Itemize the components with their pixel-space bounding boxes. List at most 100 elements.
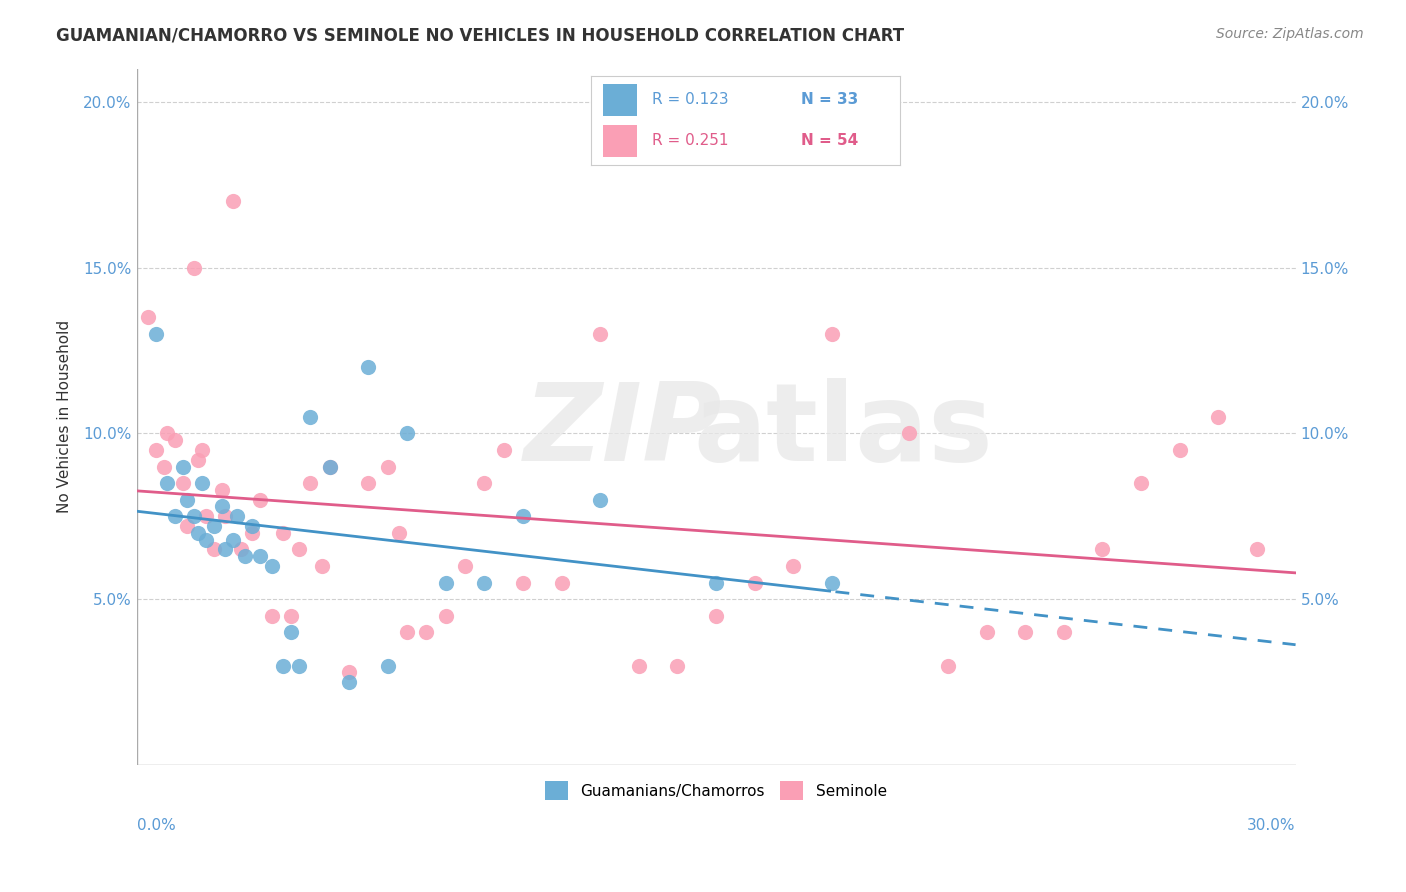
Point <box>187 525 209 540</box>
Point <box>318 459 340 474</box>
Point <box>936 658 959 673</box>
Point <box>666 658 689 673</box>
Point <box>472 575 495 590</box>
Point <box>311 559 333 574</box>
Point <box>172 459 194 474</box>
Point <box>454 559 477 574</box>
Point <box>187 453 209 467</box>
Point <box>226 509 249 524</box>
Point <box>472 476 495 491</box>
Point <box>395 426 418 441</box>
Point <box>550 575 572 590</box>
Point <box>1208 409 1230 424</box>
Text: GUAMANIAN/CHAMORRO VS SEMINOLE NO VEHICLES IN HOUSEHOLD CORRELATION CHART: GUAMANIAN/CHAMORRO VS SEMINOLE NO VEHICL… <box>56 27 904 45</box>
Text: Source: ZipAtlas.com: Source: ZipAtlas.com <box>1216 27 1364 41</box>
Point <box>195 533 218 547</box>
Point <box>176 492 198 507</box>
Point <box>704 575 727 590</box>
Point <box>191 442 214 457</box>
Point <box>222 533 245 547</box>
Point <box>357 476 380 491</box>
Text: R = 0.251: R = 0.251 <box>652 134 728 148</box>
Point <box>512 575 534 590</box>
Point <box>704 608 727 623</box>
Text: N = 54: N = 54 <box>801 134 858 148</box>
Text: 30.0%: 30.0% <box>1247 818 1295 833</box>
Point <box>280 625 302 640</box>
Point <box>299 409 322 424</box>
Point <box>782 559 804 574</box>
Text: 0.0%: 0.0% <box>136 818 176 833</box>
Point <box>512 509 534 524</box>
Point <box>202 519 225 533</box>
Point <box>156 426 179 441</box>
Bar <box>603 125 637 157</box>
Point <box>242 525 264 540</box>
Y-axis label: No Vehicles in Household: No Vehicles in Household <box>58 320 72 514</box>
Point <box>214 509 236 524</box>
Point <box>273 658 295 673</box>
Point <box>288 658 311 673</box>
Point <box>415 625 437 640</box>
Point <box>195 509 218 524</box>
Point <box>492 442 515 457</box>
Point <box>337 665 360 680</box>
Point <box>821 575 844 590</box>
Point <box>202 542 225 557</box>
Point <box>976 625 998 640</box>
Point <box>288 542 311 557</box>
Point <box>136 310 159 325</box>
Point <box>249 549 271 563</box>
Point <box>1053 625 1076 640</box>
Point <box>280 608 302 623</box>
Point <box>211 500 233 514</box>
Point <box>337 675 360 690</box>
Point <box>273 525 295 540</box>
Point <box>395 625 418 640</box>
Point <box>589 326 612 341</box>
Point <box>214 542 236 557</box>
Point <box>233 549 256 563</box>
Point <box>744 575 766 590</box>
Legend: Guamanians/Chamorros, Seminole: Guamanians/Chamorros, Seminole <box>540 775 893 806</box>
Point <box>377 459 399 474</box>
Text: ZIP: ZIP <box>524 377 723 483</box>
Point <box>1091 542 1114 557</box>
Point <box>172 476 194 491</box>
Point <box>260 608 283 623</box>
Point <box>1168 442 1191 457</box>
Point <box>1246 542 1268 557</box>
Point <box>165 433 187 447</box>
Point <box>260 559 283 574</box>
Point <box>183 260 205 275</box>
Point <box>249 492 271 507</box>
Point <box>176 519 198 533</box>
Text: atlas: atlas <box>693 377 994 483</box>
Text: N = 33: N = 33 <box>801 93 858 107</box>
Text: R = 0.123: R = 0.123 <box>652 93 728 107</box>
Point <box>242 519 264 533</box>
Point <box>165 509 187 524</box>
Point <box>434 575 457 590</box>
Point <box>1014 625 1036 640</box>
Point <box>145 326 167 341</box>
Point <box>388 525 411 540</box>
Point <box>152 459 174 474</box>
Point <box>589 492 612 507</box>
Point <box>222 194 245 209</box>
Point <box>821 326 844 341</box>
Point <box>211 483 233 497</box>
Point <box>627 658 650 673</box>
Point <box>156 476 179 491</box>
Point <box>318 459 340 474</box>
Point <box>357 359 380 374</box>
Point <box>898 426 921 441</box>
Point <box>145 442 167 457</box>
Bar <box>603 84 637 116</box>
Point <box>1130 476 1153 491</box>
Point <box>434 608 457 623</box>
Point <box>191 476 214 491</box>
Point <box>183 509 205 524</box>
Point <box>299 476 322 491</box>
Point <box>377 658 399 673</box>
